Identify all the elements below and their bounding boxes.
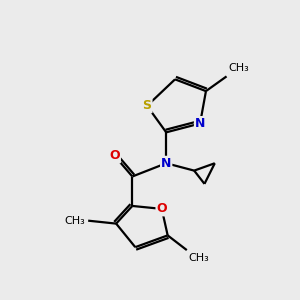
Text: O: O: [110, 149, 120, 162]
Text: N: N: [195, 117, 205, 130]
Text: CH₃: CH₃: [228, 63, 249, 73]
Text: CH₃: CH₃: [64, 216, 85, 226]
Text: O: O: [157, 202, 167, 215]
Text: N: N: [161, 157, 171, 170]
Text: S: S: [142, 99, 152, 112]
Text: CH₃: CH₃: [188, 253, 209, 263]
